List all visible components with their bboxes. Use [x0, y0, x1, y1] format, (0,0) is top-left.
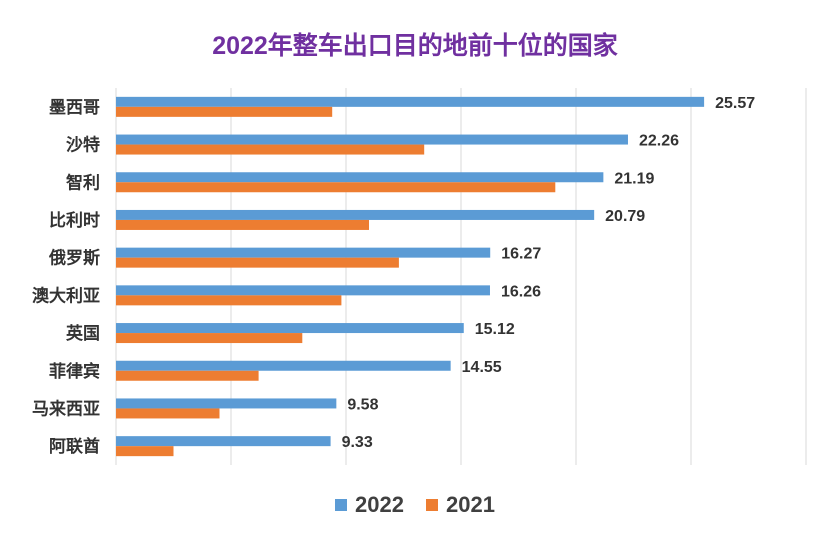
bar-2021 — [116, 144, 425, 155]
bar-2022 — [116, 96, 705, 107]
category-label: 阿联酋 — [49, 436, 100, 456]
category-label: 英国 — [66, 323, 100, 343]
legend: 2022 2021 — [0, 492, 830, 518]
chart-title: 2022年整车出口目的地前十位的国家 — [212, 32, 618, 60]
category-label: 马来西亚 — [32, 398, 100, 418]
bar-2022 — [116, 247, 491, 258]
data-label-2022: 9.58 — [347, 396, 378, 413]
bar-2022 — [116, 285, 490, 296]
bar-2022 — [116, 323, 464, 334]
bar-2021 — [116, 370, 259, 381]
bar-2021 — [116, 219, 369, 230]
bar-2022 — [116, 209, 595, 220]
bar-2021 — [116, 182, 556, 193]
category-label: 沙特 — [66, 135, 100, 155]
data-label-2022: 25.57 — [715, 95, 755, 112]
bar-2022 — [116, 360, 451, 371]
data-label-2022: 20.79 — [605, 208, 645, 225]
category-label: 澳大利亚 — [32, 285, 100, 305]
bar-2021 — [116, 257, 399, 268]
bar-2021 — [116, 106, 333, 117]
category-label: 墨西哥 — [49, 98, 100, 117]
bar-2021 — [116, 295, 342, 306]
category-label: 菲律宾 — [49, 361, 100, 381]
bar-2022 — [116, 436, 331, 447]
data-label-2022: 15.12 — [475, 321, 515, 338]
legend-swatch-2022 — [335, 499, 348, 511]
bar-2022 — [116, 134, 628, 145]
data-label-2022: 9.33 — [342, 434, 373, 451]
bar-2022 — [116, 172, 604, 183]
data-label-2022: 14.55 — [462, 359, 502, 376]
bar-2021 — [116, 408, 220, 419]
category-label: 比利时 — [49, 210, 100, 230]
bar-2021 — [116, 446, 174, 457]
bar-2021 — [116, 333, 303, 344]
data-label-2022: 16.26 — [501, 283, 541, 300]
legend-swatch-2021 — [426, 499, 438, 511]
legend-item-2021: 2021 — [426, 492, 495, 518]
data-label-2022: 22.26 — [639, 133, 679, 150]
legend-label-2022: 2022 — [355, 492, 404, 517]
legend-label-2021: 2021 — [446, 492, 495, 517]
category-label: 智利 — [66, 172, 100, 192]
data-label-2022: 21.19 — [614, 170, 654, 187]
bar-2022 — [116, 398, 337, 409]
data-label-2022: 16.27 — [501, 246, 541, 263]
legend-item-2022: 2022 — [335, 492, 404, 518]
category-label: 俄罗斯 — [48, 248, 100, 268]
